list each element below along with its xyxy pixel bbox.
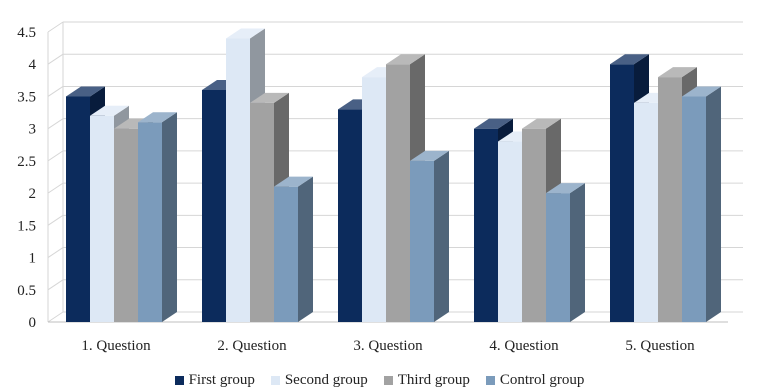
bar-front: [226, 38, 250, 322]
y-tick-label: 2: [29, 186, 37, 202]
legend-item: Second group: [270, 372, 368, 389]
bar-front: [90, 115, 114, 323]
bar-front: [274, 186, 298, 322]
bar-top: [474, 118, 513, 129]
bar: [546, 183, 585, 322]
legend-item: First group: [174, 372, 255, 389]
gridline-depth: [47, 118, 64, 130]
bar: [410, 150, 449, 322]
bar-top: [138, 112, 177, 123]
bar-side: [706, 86, 721, 322]
y-axis: 0 0.5 1 1.5 2 2.5 3 3.5 4 4.5: [17, 25, 36, 331]
bar-front: [202, 90, 226, 322]
bar-front: [114, 128, 138, 322]
gridline-depth: [47, 86, 64, 97]
gridline-depth: [47, 53, 64, 65]
legend-item: Control group: [485, 372, 585, 389]
legend-swatch: [270, 376, 280, 385]
legend-item: Third group: [383, 372, 470, 389]
x-tick-label: 1. Question: [81, 338, 151, 354]
x-axis: 1. Question 2. Question 3. Question 4. Ques…: [81, 338, 695, 354]
bar-front: [546, 193, 570, 322]
bar-front: [610, 64, 634, 322]
bar: [138, 112, 177, 322]
bar-side: [434, 150, 449, 322]
legend: First group Second group Third group Contro…: [0, 370, 759, 391]
bar-top: [682, 86, 721, 97]
gridline-depth: [47, 214, 64, 226]
bar-front: [386, 64, 410, 322]
gridline-depth: [47, 311, 64, 323]
legend-swatch: [174, 376, 184, 385]
bar-front: [410, 160, 434, 322]
y-tick-label: 3.5: [17, 89, 36, 105]
bar-front: [250, 102, 274, 322]
bar-side: [298, 176, 313, 322]
x-tick-label: 5. Question: [625, 338, 695, 354]
bar-top: [546, 183, 585, 194]
x-tick-label: 4. Question: [489, 338, 559, 354]
bar: [682, 86, 721, 322]
bar-front: [522, 128, 546, 322]
bar-top: [90, 105, 129, 116]
bar-chart: 0 0.5 1 1.5 2 2.5 3 3.5 4 4.5 1. Question 2. Quest…: [17, 21, 743, 354]
bar-top: [410, 150, 449, 161]
bar-front: [338, 109, 362, 322]
bar-side: [570, 183, 585, 322]
y-tick-label: 1: [29, 251, 37, 267]
bar-side: [162, 112, 177, 322]
bar-top: [386, 54, 425, 65]
y-tick-label: 2.5: [17, 154, 36, 170]
bar-top: [658, 67, 697, 78]
bar-top: [66, 86, 105, 97]
y-tick-label: 0: [29, 315, 37, 331]
bar: [274, 176, 313, 322]
bar-front: [138, 122, 162, 322]
bar-front: [682, 96, 706, 322]
gridline-depth: [47, 247, 64, 258]
x-tick-label: 2. Question: [217, 338, 287, 354]
bar-top: [610, 54, 649, 65]
legend-label: Control group: [499, 372, 585, 388]
gridline-depth: [47, 21, 64, 33]
legend-swatch: [383, 376, 393, 385]
bar-top: [274, 176, 313, 187]
x-tick-label: 3. Question: [353, 338, 423, 354]
gridline-depth: [47, 150, 64, 162]
legend-label: Third group: [397, 372, 470, 388]
bar-front: [498, 141, 522, 322]
gridline-depth: [47, 279, 64, 291]
bar-top: [226, 28, 265, 39]
y-tick-label: 3: [29, 122, 37, 138]
bars: [66, 28, 721, 323]
y-tick-label: 4.5: [17, 25, 36, 41]
y-tick-label: 1.5: [17, 218, 36, 234]
y-tick-label: 0.5: [17, 283, 36, 299]
bar-front: [634, 102, 658, 322]
legend-label: Second group: [284, 372, 368, 388]
bar-front: [66, 96, 90, 322]
legend-label: First group: [188, 372, 255, 388]
bar-top: [250, 92, 289, 103]
bar-front: [658, 77, 682, 322]
legend-swatch: [485, 376, 495, 385]
bar-front: [362, 77, 386, 322]
bar-top: [522, 118, 561, 129]
y-tick-label: 4: [29, 57, 37, 73]
gridline-depth: [47, 182, 64, 194]
bar-front: [474, 128, 498, 322]
